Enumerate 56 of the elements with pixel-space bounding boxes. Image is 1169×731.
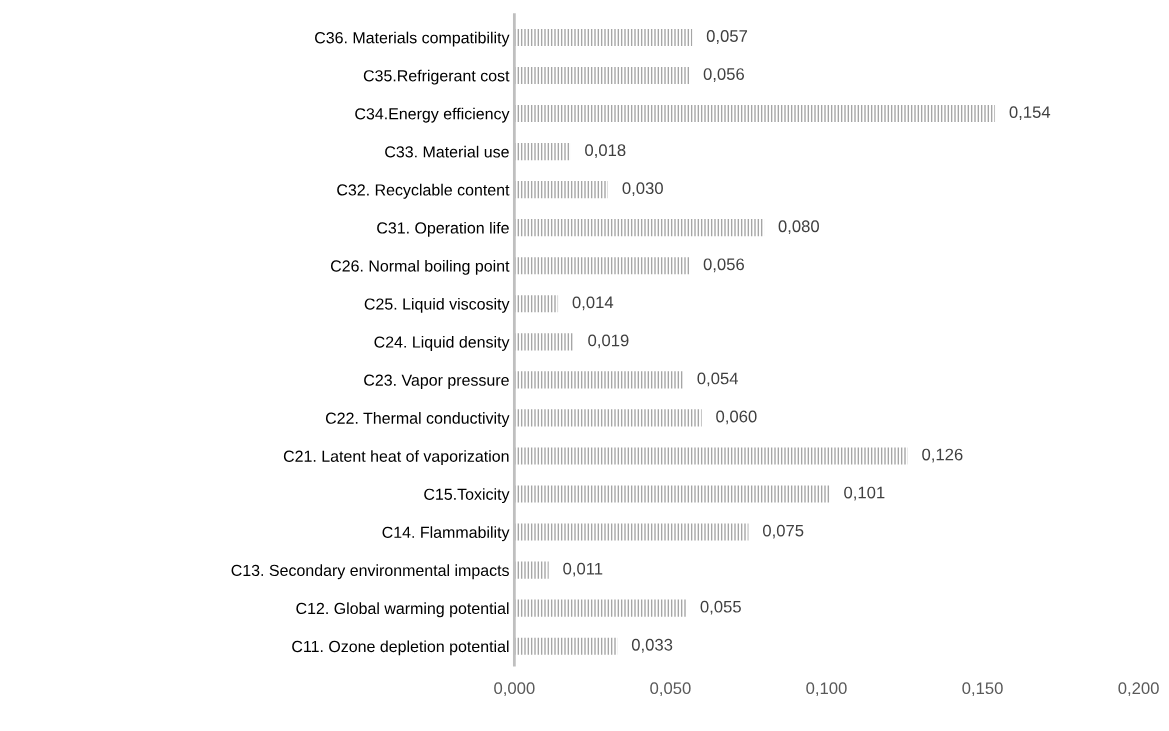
bar	[514, 561, 549, 579]
bar	[514, 295, 559, 313]
data-label: 0,080	[778, 220, 819, 235]
x-tick-label: 0,150	[962, 682, 1003, 697]
y-tick-label: C31. Operation life	[377, 221, 509, 237]
y-tick-label: C11. Ozone depletion potential	[292, 640, 509, 656]
bar	[514, 28, 693, 47]
data-label: 0,019	[588, 334, 629, 349]
y-tick-label: C23. Vapor pressure	[364, 374, 509, 389]
data-label: 0,054	[697, 372, 739, 387]
bar	[514, 447, 908, 465]
data-label: 0,060	[716, 410, 757, 425]
x-tick-label: 0,000	[494, 682, 535, 697]
y-tick-label: C22. Thermal conductivity	[325, 412, 510, 428]
x-tick-label: 0,050	[650, 682, 691, 697]
y-tick-label: C24. Liquid density	[374, 336, 510, 351]
bar	[514, 371, 683, 389]
data-label: 0,075	[762, 524, 804, 539]
y-tick-label: C25. Liquid viscosity	[364, 297, 510, 313]
data-label: 0,056	[703, 68, 745, 82]
data-label: 0,033	[631, 638, 673, 653]
bar	[514, 409, 702, 427]
bar	[514, 143, 571, 161]
data-label: 0,055	[700, 600, 741, 615]
x-tick-label: 0,200	[1118, 682, 1159, 697]
x-tick-label: 0,100	[806, 682, 847, 697]
y-tick-label: C13. Secondary environmental impacts	[231, 564, 509, 580]
y-tick-label: C12. Global warming potential	[296, 602, 509, 618]
y-tick-label: C32. Recyclable content	[337, 183, 510, 199]
y-tick-label: C15.Toxicity	[424, 488, 510, 504]
bar	[514, 485, 830, 503]
data-label: 0,101	[844, 486, 885, 501]
bar	[514, 104, 996, 123]
bar	[514, 257, 690, 275]
data-label: 0,154	[1009, 106, 1051, 120]
data-label: 0,011	[563, 562, 603, 577]
bar	[514, 219, 765, 237]
y-tick-label: C33. Material use	[385, 145, 509, 158]
data-label: 0,018	[585, 144, 626, 159]
bar	[514, 599, 687, 617]
y-tick-label: C26. Normal boiling point	[330, 259, 510, 275]
y-tick-label: C21. Latent heat of vaporization	[283, 450, 509, 466]
bar	[514, 181, 608, 199]
data-label: 0,030	[622, 182, 663, 197]
bar	[514, 333, 574, 351]
bar	[514, 523, 749, 541]
y-tick-label: C14. Flammability	[382, 526, 510, 542]
data-label: 0,057	[706, 30, 748, 44]
y-tick-label: C36. Materials compatibility	[315, 31, 510, 47]
y-tick-label: C35.Refrigerant cost	[363, 69, 510, 85]
data-label: 0,056	[703, 258, 745, 273]
data-label: 0,014	[572, 296, 614, 311]
bar	[514, 66, 690, 85]
bar	[514, 637, 618, 655]
data-label: 0,126	[922, 448, 963, 463]
y-tick-label: C34.Energy efficiency	[355, 107, 510, 123]
